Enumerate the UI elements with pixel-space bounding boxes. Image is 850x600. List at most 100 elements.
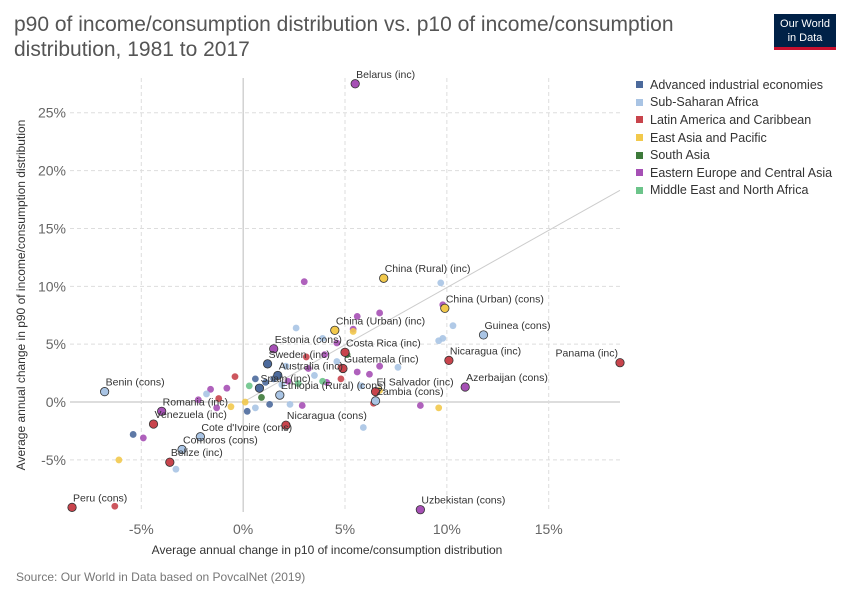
labeled-data-point <box>478 330 489 340</box>
legend-swatch <box>636 81 643 89</box>
data-point <box>449 322 457 330</box>
data-point <box>203 390 210 398</box>
data-point <box>319 377 326 385</box>
point-label: Australia (inc) <box>279 360 343 372</box>
labeled-data-point <box>148 419 159 429</box>
legend-label: Eastern Europe and Central Asia <box>650 165 833 180</box>
data-point <box>304 365 312 372</box>
labeled-data-point <box>195 432 205 442</box>
x-tick-label: 10% <box>433 521 461 537</box>
data-point <box>359 424 367 431</box>
data-point <box>258 394 265 401</box>
data-point <box>349 328 357 335</box>
data-points <box>67 79 625 515</box>
data-point <box>282 362 290 370</box>
data-point <box>262 378 269 386</box>
labeled-data-point <box>330 325 340 335</box>
point-label: Nicaragua (inc) <box>450 345 521 357</box>
data-point <box>223 384 231 392</box>
labeled-data-point <box>275 390 285 400</box>
data-point <box>294 380 302 387</box>
data-point <box>333 339 341 347</box>
data-point <box>213 404 221 412</box>
data-point <box>376 309 384 317</box>
labeled-data-point <box>269 344 279 354</box>
x-tick-label: 15% <box>535 521 563 537</box>
point-label: Panama (inc) <box>556 348 618 360</box>
source-note: Source: Our World in Data based on Povca… <box>16 570 306 584</box>
labeled-data-point <box>440 303 450 313</box>
data-point <box>286 400 294 408</box>
legend-item[interactable]: East Asia and Pacific <box>636 129 832 147</box>
legend-label: South Asia <box>650 148 710 163</box>
point-label: Costa Rica (inc) <box>346 337 421 349</box>
data-point <box>353 313 361 320</box>
labeled-data-point <box>615 358 625 368</box>
data-point <box>241 398 249 406</box>
labeled-data-point <box>379 273 389 283</box>
data-point <box>227 403 235 411</box>
legend-label: Middle East and North Africa <box>650 183 809 198</box>
data-point <box>231 373 239 380</box>
labeled-data-point <box>262 359 273 369</box>
point-label: Belize (inc) <box>171 447 223 459</box>
labeled-data-point <box>460 382 470 392</box>
point-label: China (Rural) (inc) <box>385 263 471 275</box>
legend-swatch <box>636 169 643 177</box>
labeled-data-point <box>338 363 348 374</box>
legend-item[interactable]: Latin America and Caribbean <box>636 111 832 129</box>
point-label: Uzbekistan (cons) <box>421 495 505 507</box>
data-point <box>207 385 214 393</box>
legend-item[interactable]: Middle East and North Africa <box>636 182 832 200</box>
data-point <box>115 456 123 464</box>
point-label: El Salvador (inc) <box>377 377 454 389</box>
point-label: China (Urban) (inc) <box>336 315 425 327</box>
legend-swatch <box>636 151 643 159</box>
data-point <box>215 395 223 402</box>
point-label: Ethiopia (Rural) (cons) <box>281 380 386 392</box>
labeled-data-point <box>273 370 283 381</box>
labeled-data-point <box>67 502 77 512</box>
data-point <box>439 335 447 342</box>
data-point <box>266 400 274 408</box>
labeled-data-point <box>370 387 381 397</box>
y-tick-label: 25% <box>38 105 66 121</box>
point-label: Sweden (inc) <box>269 349 330 361</box>
legend-item[interactable]: Eastern Europe and Central Asia <box>636 164 832 182</box>
data-point <box>333 358 341 365</box>
labeled-data-point <box>350 79 360 89</box>
owid-logo[interactable]: Our World in Data <box>774 14 836 50</box>
data-point <box>292 324 300 332</box>
data-point <box>284 377 292 385</box>
data-point <box>394 363 402 371</box>
point-label: Zambia (cons) <box>377 386 444 398</box>
data-point <box>357 382 365 390</box>
legend-swatch <box>636 98 643 106</box>
labeled-data-point <box>281 420 291 430</box>
legend-item[interactable]: South Asia <box>636 146 832 164</box>
data-point <box>319 335 326 342</box>
point-label: Peru (cons) <box>73 492 127 504</box>
legend-item[interactable]: Advanced industrial economies <box>636 76 832 94</box>
point-label: Venezuela (inc) <box>155 409 227 421</box>
legend: Advanced industrial economies Sub-Saharan… <box>636 76 832 199</box>
legend-item[interactable]: Sub-Saharan Africa <box>636 94 832 112</box>
data-point <box>111 502 119 510</box>
data-point <box>298 402 306 409</box>
chart-title: p90 of income/consumption distribution v… <box>14 13 674 61</box>
x-tick-label: 0% <box>233 521 253 537</box>
data-point <box>311 372 318 379</box>
legend-label: Sub-Saharan Africa <box>650 95 759 110</box>
y-axis-title: Average annual change in p90 of income/c… <box>14 120 28 471</box>
point-label: Spain (inc) <box>260 373 310 385</box>
data-point <box>300 278 308 286</box>
data-point <box>129 431 137 438</box>
data-point <box>376 362 384 370</box>
data-point <box>416 402 424 409</box>
point-label: Nicaragua (cons) <box>287 410 367 422</box>
data-point <box>278 381 286 389</box>
data-point <box>366 370 373 378</box>
legend-swatch <box>636 134 643 142</box>
legend-label: Advanced industrial economies <box>650 77 824 92</box>
